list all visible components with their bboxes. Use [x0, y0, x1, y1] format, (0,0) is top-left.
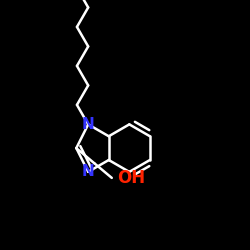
Text: N: N [82, 117, 94, 132]
Text: OH: OH [117, 169, 145, 187]
Text: N: N [82, 164, 94, 180]
